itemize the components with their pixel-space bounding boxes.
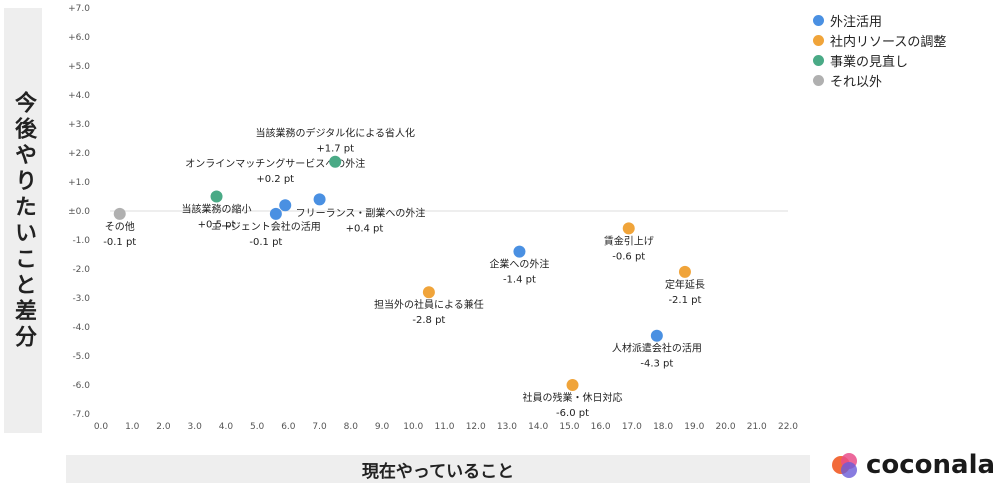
x-tick-label: 20.0	[716, 422, 736, 432]
coconala-logo: coconala	[830, 450, 995, 480]
legend-marker	[813, 74, 824, 86]
legend-item: 外注活用	[813, 10, 946, 30]
point-label: エージェント会社の活用	[211, 220, 321, 233]
y-tick-label: +7.0	[68, 4, 90, 14]
point-value-label: -1.4 pt	[503, 275, 536, 286]
legend-item: 事業の見直し	[813, 50, 946, 70]
y-tick-label: -7.0	[72, 410, 90, 420]
y-tick-label: -1.0	[72, 236, 90, 246]
y-tick-label: +3.0	[68, 120, 90, 130]
x-tick-label: 9.0	[375, 422, 390, 432]
point-value-label: -0.1 pt	[249, 237, 282, 248]
legend-item: 社内リソースの調整	[813, 30, 946, 50]
x-tick-label: 13.0	[497, 422, 517, 432]
data-point	[279, 199, 292, 212]
logo-mark-icon	[832, 453, 857, 478]
y-tick-label: -6.0	[72, 381, 90, 391]
point-label: フリーランス・副業への外注	[296, 206, 426, 219]
data-point	[269, 207, 282, 220]
data-point	[210, 190, 223, 203]
data-point	[422, 286, 435, 299]
legend-marker	[813, 54, 824, 66]
legend-label: 外注活用	[830, 14, 883, 30]
x-tick-label: 15.0	[559, 422, 579, 432]
logo-text: coconala	[866, 450, 996, 480]
point-value-label: -0.1 pt	[103, 237, 136, 248]
x-tick-label: 21.0	[747, 422, 767, 432]
x-tick-label: 8.0	[344, 422, 359, 432]
x-tick-label: 6.0	[281, 422, 296, 432]
point-value-label: +1.7 pt	[316, 144, 354, 155]
y-tick-label: +1.0	[68, 178, 90, 188]
y-tick-label: +6.0	[68, 33, 90, 43]
point-value-label: +0.4 pt	[346, 223, 384, 234]
point-label: 企業への外注	[489, 258, 549, 271]
point-value-label: -2.8 pt	[412, 315, 445, 326]
y-tick-label: +2.0	[68, 149, 90, 159]
x-tick-label: 10.0	[403, 422, 423, 432]
legend-marker	[813, 14, 824, 26]
x-tick-label: 19.0	[684, 422, 704, 432]
y-axis-title: 今後やりたいこと差分	[11, 90, 36, 351]
y-tick-label: +4.0	[68, 91, 90, 101]
y-tick-label: ±0.0	[68, 207, 90, 217]
x-tick-label: 2.0	[156, 422, 171, 432]
point-value-label: -0.6 pt	[612, 251, 645, 262]
data-point	[566, 379, 579, 391]
point-label: 社員の残業・休日対応	[523, 391, 623, 404]
point-label: 賃金引上げ	[604, 234, 654, 247]
point-label: その他	[105, 220, 135, 233]
y-tick-label: -3.0	[72, 294, 90, 304]
x-tick-label: 4.0	[219, 422, 234, 432]
x-tick-label: 3.0	[188, 422, 203, 432]
data-point	[113, 207, 126, 220]
point-value-label: -6.0 pt	[556, 408, 589, 419]
point-value-label: -4.3 pt	[640, 359, 673, 370]
legend-label: それ以外	[830, 74, 883, 90]
data-point	[313, 193, 326, 206]
point-value-label: +0.2 pt	[256, 174, 294, 185]
point-label: 当該業務の縮小	[182, 203, 252, 216]
point-label: オンラインマッチングサービスへの外注	[185, 157, 365, 170]
legend: 外注活用 社内リソースの調整 事業の見直し それ以外	[813, 10, 946, 90]
x-tick-label: 14.0	[528, 422, 548, 432]
point-label: 定年延長	[665, 278, 705, 291]
legend-item: それ以外	[813, 70, 946, 90]
y-tick-label: -4.0	[72, 323, 90, 333]
x-axis-title-box: 現在やっていること	[66, 455, 810, 483]
x-tick-label: 12.0	[466, 422, 486, 432]
y-tick-label: -5.0	[72, 352, 90, 362]
point-value-label: -2.1 pt	[668, 295, 701, 306]
legend-marker	[813, 34, 824, 46]
y-tick-label: -2.0	[72, 265, 90, 275]
data-point	[622, 222, 635, 235]
point-value-label: +0.5 pt	[198, 220, 236, 231]
point-label: 人材派遣会社の活用	[612, 342, 702, 355]
data-point	[678, 265, 691, 278]
x-tick-label: 16.0	[591, 422, 611, 432]
legend-label: 社内リソースの調整	[830, 34, 947, 50]
data-point	[329, 155, 342, 168]
x-tick-label: 0.0	[94, 422, 109, 432]
point-label: 当該業務のデジタル化による省人化	[255, 127, 415, 140]
x-tick-label: 22.0	[778, 422, 798, 432]
data-point	[650, 329, 663, 342]
legend-label: 事業の見直し	[830, 54, 909, 70]
point-label: 担当外の社員による兼任	[374, 298, 484, 311]
y-axis-title-box: 今後やりたいこと差分	[4, 8, 42, 433]
x-tick-label: 17.0	[622, 422, 642, 432]
y-tick-label: +5.0	[68, 62, 90, 72]
x-tick-label: 7.0	[312, 422, 327, 432]
x-tick-label: 5.0	[250, 422, 265, 432]
data-point	[513, 245, 526, 258]
x-tick-label: 1.0	[125, 422, 140, 432]
x-tick-label: 18.0	[653, 422, 673, 432]
x-tick-label: 11.0	[434, 422, 454, 432]
x-axis-title: 現在やっていること	[361, 461, 515, 482]
